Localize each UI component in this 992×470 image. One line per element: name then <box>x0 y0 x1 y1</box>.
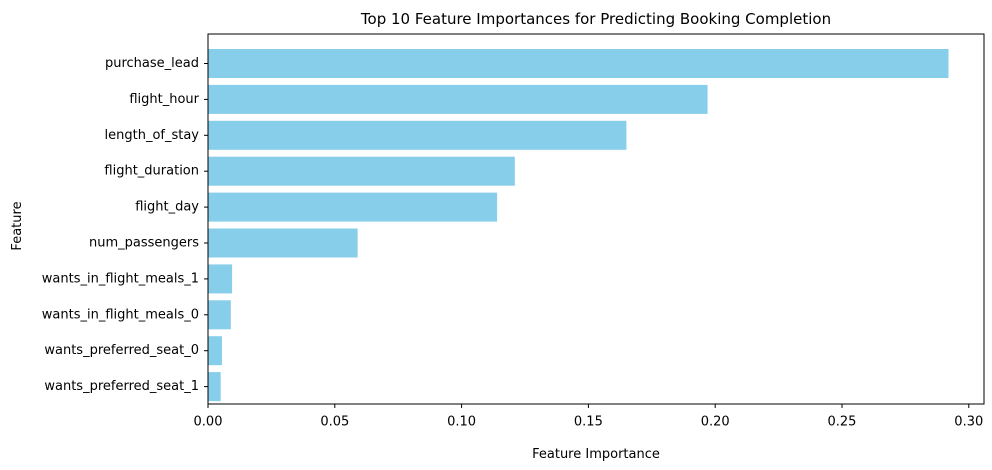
x-axis-label: Feature Importance <box>532 447 660 462</box>
y-axis-label: Feature <box>10 201 25 250</box>
y-tick-label: length_of_stay <box>105 128 200 143</box>
bar-wants-preferred-seat-0 <box>208 336 222 366</box>
x-tick-label: 0.15 <box>574 415 603 430</box>
y-tick-label: purchase_lead <box>105 56 199 71</box>
bar-length-of-stay <box>208 120 627 150</box>
y-ticks-group: purchase_lead flight_hour length_of_stayfl… <box>42 56 208 394</box>
bar-flight-duration <box>208 156 515 186</box>
x-tick-label: 0.20 <box>701 415 730 430</box>
x-tick-label: 0.05 <box>320 415 349 430</box>
y-tick-label: wants_in_flight_meals_1 <box>42 271 199 286</box>
y-tick-label: wants_preferred_seat_0 <box>44 343 199 358</box>
chart-title: Top 10 Feature Importances for Predictin… <box>360 10 831 28</box>
y-tick-label: wants_in_flight_meals_0 <box>42 307 199 322</box>
x-tick-label: 0.25 <box>828 415 857 430</box>
bar-wants-in-flight-meals-0 <box>208 300 231 330</box>
bar-num-passengers <box>208 228 358 258</box>
bar-flight-hour <box>208 84 708 114</box>
x-tick-label: 0.00 <box>194 415 223 430</box>
x-ticks-group: 0.00 0.05 0.10 0.15 0.20 0.25 0.30 <box>194 404 983 430</box>
y-tick-label: num_passengers <box>89 236 199 251</box>
bar-purchase-lead <box>208 49 949 78</box>
y-tick-label: flight_day <box>135 200 199 215</box>
bar-wants-in-flight-meals-1 <box>208 264 233 294</box>
bar-wants-preferred-seat-1 <box>208 372 221 402</box>
bar-flight-day <box>208 192 498 222</box>
y-tick-label: flight_duration <box>104 164 199 179</box>
y-tick-label: flight_hour <box>129 92 199 107</box>
x-tick-label: 0.30 <box>954 415 983 430</box>
bars-group <box>208 49 949 402</box>
x-tick-label: 0.10 <box>447 415 476 430</box>
plot-frame <box>207 33 985 405</box>
y-tick-label: wants_preferred_seat_1 <box>44 379 199 394</box>
